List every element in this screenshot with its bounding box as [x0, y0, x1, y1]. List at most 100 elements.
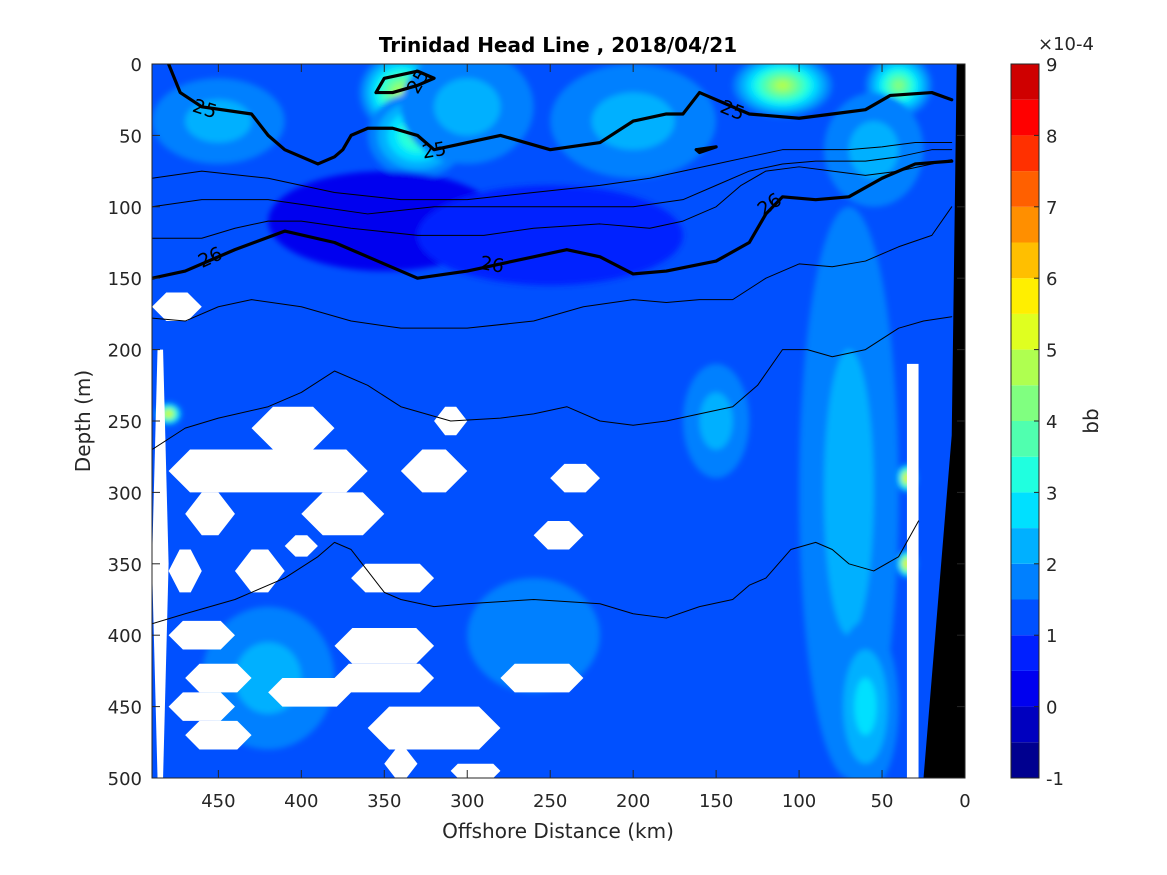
colorbar-segment: [1011, 242, 1039, 279]
x-tick-label: 300: [450, 791, 484, 812]
colorbar-segment: [1011, 135, 1039, 172]
isopycnal-contour: [152, 159, 954, 280]
isopycnal-contour: [694, 145, 718, 155]
chart-title: Trinidad Head Line , 2018/04/21: [379, 33, 737, 57]
missing-data-region: [400, 449, 468, 493]
nodata-strip-layer: [906, 363, 919, 778]
missing-data-region: [334, 663, 435, 693]
y-tick-label: 400: [108, 626, 142, 647]
bathymetry-polygon: [923, 64, 965, 778]
nodata-strip: [906, 363, 919, 778]
missing-data-region: [168, 692, 235, 721]
colorbar-segment: [1011, 64, 1039, 100]
colorbar-segment: [1011, 528, 1039, 564]
feature-blob: [167, 412, 171, 416]
colorbar-tick-label: 6: [1046, 269, 1057, 290]
x-tick-label: 250: [533, 791, 567, 812]
missing-data-region: [168, 620, 235, 650]
y-tick-label: 500: [108, 769, 142, 790]
isopycnal-contour: [152, 149, 953, 215]
colorbar-segment: [1011, 492, 1039, 529]
colorbar-segment: [1011, 206, 1039, 243]
colorbar-segment: [1011, 563, 1039, 600]
colorbar-segment: [1011, 421, 1039, 457]
y-tick-label: 100: [108, 198, 142, 219]
feature-blob: [854, 678, 877, 736]
missing-data-region: [450, 763, 501, 778]
x-tick-label: 200: [616, 791, 650, 812]
x-tick-label: 0: [959, 791, 970, 812]
y-tick-label: 150: [108, 269, 142, 290]
colorbar-segment: [1011, 99, 1039, 136]
missing-data-region: [533, 520, 584, 550]
missing-data-region: [367, 706, 501, 750]
missing-data-region: [234, 549, 285, 593]
colorbar-tick-label: 3: [1046, 483, 1057, 504]
y-tick-label: 200: [108, 341, 142, 362]
contour-label: 25: [420, 138, 448, 164]
colorbar-segment: [1011, 599, 1039, 636]
missing-data-region: [185, 492, 235, 536]
y-axis-label: Depth (m): [71, 370, 95, 472]
feature-blob: [848, 121, 899, 179]
colorbar-tick-label: 1: [1046, 626, 1057, 647]
x-tick-label: 50: [871, 791, 894, 812]
missing-data-region: [152, 349, 169, 778]
missing-data-region: [384, 749, 418, 778]
isopycnal-contour: [166, 64, 954, 166]
missing-data-region: [268, 678, 352, 707]
missing-data-region: [168, 449, 368, 493]
feature-blob: [893, 80, 905, 91]
missing-data-layer: [152, 292, 600, 778]
feature-blob: [823, 349, 874, 636]
colorbar-tick-label: 0: [1046, 698, 1057, 719]
missing-data-region: [185, 720, 252, 750]
colorbar-segment: [1011, 171, 1039, 207]
bathymetry-layer: [923, 64, 965, 778]
colorbar-segment: [1011, 670, 1039, 707]
colorbar-label: bb: [1079, 408, 1103, 433]
x-tick-label: 450: [201, 791, 235, 812]
colorbar-segment: [1011, 278, 1039, 314]
colorbar-segment: [1011, 313, 1039, 350]
missing-data-region: [152, 292, 202, 322]
missing-data-region: [550, 463, 600, 493]
y-tick-label: 50: [119, 126, 142, 147]
x-tick-label: 400: [284, 791, 318, 812]
contour-label: 26: [478, 252, 506, 278]
x-axis-label: Offshore Distance (km): [442, 819, 674, 843]
missing-data-region: [185, 663, 252, 693]
colorbar-segment: [1011, 742, 1039, 778]
feature-blob: [417, 185, 683, 286]
feature-blob: [775, 80, 790, 90]
colorbar-ticks: -1 0 1 2 3 4 5 6 7 8 9: [1034, 55, 1064, 790]
colorbar-segment: [1011, 456, 1039, 493]
y-tick-label: 250: [108, 412, 142, 433]
colorbar-segment: [1011, 635, 1039, 671]
y-tick-label: 300: [108, 483, 142, 504]
y-tick-label: 450: [108, 698, 142, 719]
contour-layer: [152, 64, 954, 625]
colorbar-tick-label: -1: [1046, 769, 1064, 790]
x-tick-label: 100: [782, 791, 816, 812]
missing-data-region: [284, 535, 318, 557]
x-tick-label: 350: [367, 791, 401, 812]
colorbar-tick-label: 7: [1046, 198, 1057, 219]
colorbar-tick-label: 8: [1046, 126, 1057, 147]
colorbar-tick-label: 5: [1046, 341, 1057, 362]
colorbar-exponent: ×10-4: [1038, 34, 1094, 55]
missing-data-region: [301, 492, 385, 536]
missing-data-region: [168, 549, 202, 593]
y-tick-label: 0: [131, 55, 142, 76]
missing-data-region: [334, 628, 435, 664]
isopycnal-contour: [152, 159, 953, 239]
missing-data-region: [251, 406, 335, 450]
feature-blob: [434, 78, 501, 136]
colorbar: -1 0 1 2 3 4 5 6 7 8 9 ×10-4 bb: [1010, 34, 1103, 790]
colorbar-segment: [1011, 349, 1039, 386]
isopycnal-contour: [152, 520, 920, 625]
x-axis-ticks: 450 400 350 300 250 200 150 100 50 0: [201, 64, 971, 812]
colorbar-segment: [1011, 706, 1039, 743]
